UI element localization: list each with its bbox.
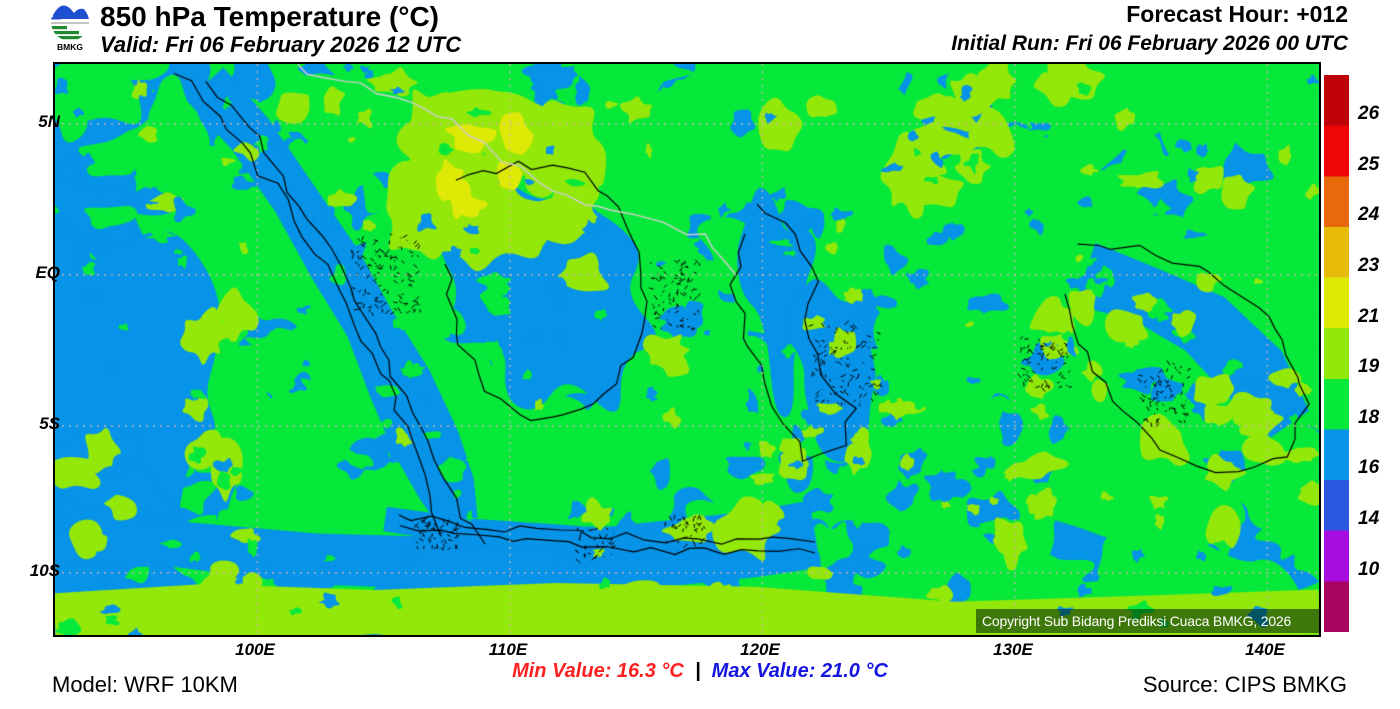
svg-text:BMKG: BMKG: [57, 42, 83, 52]
